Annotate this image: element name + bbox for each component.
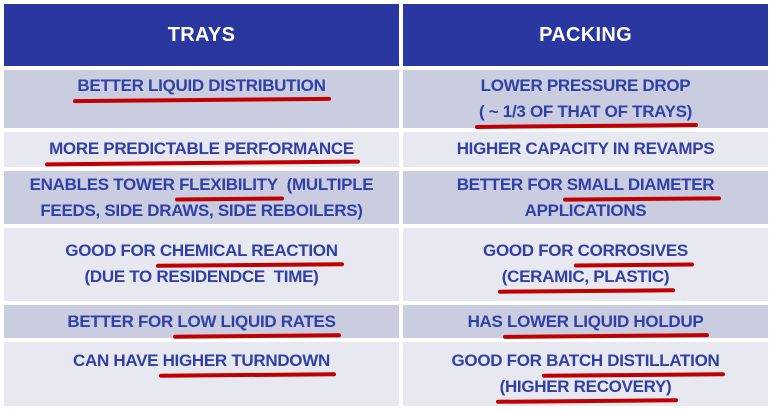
cell-trays-higher-turndown: CAN HAVE HIGHER TURNDOWN: [4, 342, 399, 406]
header-cell-trays: TRAYS: [4, 4, 399, 66]
cell-trays-low-liquid-rates: BETTER FOR LOW LIQUID RATES: [4, 305, 399, 338]
cell-line: BETTER LIQUID DISTRIBUTION: [77, 73, 325, 99]
underlined-text: LOWER LIQUID HOLDUP: [507, 309, 704, 335]
cell-packing-batch-distillation: GOOD FOR BATCH DISTILLATION (HIGHER RECOV…: [403, 342, 768, 406]
underlined-text: BETTER LIQUID DISTRIBUTION: [77, 73, 325, 99]
text-segment: FEEDS, SIDE DRAWS, SIDE REBOILERS): [40, 201, 363, 220]
header-label-trays: TRAYS: [167, 23, 236, 46]
underlined-text: HIGHER TURNDOWN: [163, 348, 331, 374]
text-segment: GOOD FOR: [451, 351, 547, 370]
cell-packing-liquid-holdup: HAS LOWER LIQUID HOLDUP: [403, 305, 768, 338]
text-segment: APPLICATIONS: [524, 201, 647, 220]
cell-trays-liquid-distribution: BETTER LIQUID DISTRIBUTION: [4, 70, 399, 128]
cell-line: GOOD FOR BATCH DISTILLATION: [452, 348, 720, 374]
underlined-text: BATCH DISTILLATION: [546, 348, 720, 374]
cell-line: (DUE TO RESIDENDCE TIME): [85, 264, 319, 290]
cell-packing-capacity-revamps: HIGHER CAPACITY IN REVAMPS: [403, 132, 768, 167]
text-segment: GOOD FOR: [483, 241, 578, 260]
cell-line: BETTER FOR LOW LIQUID RATES: [67, 309, 336, 335]
cell-line: (HIGHER RECOVERY): [500, 374, 672, 400]
header-label-packing: PACKING: [539, 23, 632, 46]
cell-packing-corrosives: GOOD FOR CORROSIVES (CERAMIC, PLASTIC): [403, 228, 768, 301]
cell-trays-tower-flexibility: ENABLES TOWER FLEXIBILITY (MULTIPLE FEEDS…: [4, 171, 399, 224]
underlined-text: CORROSIVES: [578, 238, 689, 264]
cell-packing-small-diameter: BETTER FOR SMALL DIAMETER APPLICATIONS: [403, 171, 768, 224]
cell-line: APPLICATIONS: [525, 198, 647, 224]
cell-line: GOOD FOR CORROSIVES: [483, 238, 688, 264]
cell-line: ENABLES TOWER FLEXIBILITY (MULTIPLE: [30, 172, 374, 198]
cell-packing-pressure-drop: LOWER PRESSURE DROP ( ~ 1/3 OF THAT OF TR…: [403, 70, 768, 128]
underlined-text: ( ~ 1/3 OF THAT OF TRAYS): [479, 99, 692, 125]
text-segment: ENABLES TOWER: [29, 175, 180, 194]
text-segment: HAS: [467, 312, 507, 331]
text-segment: CAN HAVE: [73, 351, 163, 370]
cell-line: LOWER PRESSURE DROP: [481, 73, 691, 99]
underlined-text: SMALL DIAMETER: [567, 172, 715, 198]
text-segment: (MULTIPLE: [277, 175, 374, 194]
cell-trays-predictable-performance: MORE PREDICTABLE PERFORMANCE: [4, 132, 399, 167]
trays-vs-packing-comparison-table: TRAYS PACKING BETTER LIQUID DISTRIBUTION…: [4, 4, 768, 406]
text-segment: BETTER FOR: [456, 175, 567, 194]
cell-trays-chemical-reaction: GOOD FOR CHEMICAL REACTION (DUE TO RESIDE…: [4, 228, 399, 301]
underlined-text: CHEMICAL REACTION: [160, 238, 338, 264]
cell-line: CAN HAVE HIGHER TURNDOWN: [73, 348, 330, 374]
underlined-text: (HIGHER RECOVERY): [500, 374, 672, 400]
cell-line: MORE PREDICTABLE PERFORMANCE: [49, 136, 354, 162]
text-segment: GOOD FOR: [65, 241, 160, 260]
cell-line: HIGHER CAPACITY IN REVAMPS: [457, 136, 715, 162]
underlined-text: MORE PREDICTABLE PERFORMANCE: [49, 136, 354, 162]
text-segment: HIGHER CAPACITY IN REVAMPS: [456, 139, 715, 158]
text-segment: (DUE TO RESIDENDCE TIME): [84, 267, 319, 286]
cell-line: (CERAMIC, PLASTIC): [502, 264, 670, 290]
cell-line: HAS LOWER LIQUID HOLDUP: [468, 309, 704, 335]
cell-line: GOOD FOR CHEMICAL REACTION: [65, 238, 338, 264]
underlined-text: LOW LIQUID RATES: [177, 309, 336, 335]
text-segment: BETTER FOR: [67, 312, 178, 331]
underlined-text: FLEXIBILITY: [179, 172, 278, 198]
cell-line: BETTER FOR SMALL DIAMETER: [457, 172, 715, 198]
text-segment: LOWER PRESSURE DROP: [480, 76, 691, 95]
cell-line: FEEDS, SIDE DRAWS, SIDE REBOILERS): [40, 198, 363, 224]
underlined-text: (CERAMIC, PLASTIC): [502, 264, 670, 290]
header-cell-packing: PACKING: [403, 4, 768, 66]
cell-line: ( ~ 1/3 OF THAT OF TRAYS): [479, 99, 692, 125]
